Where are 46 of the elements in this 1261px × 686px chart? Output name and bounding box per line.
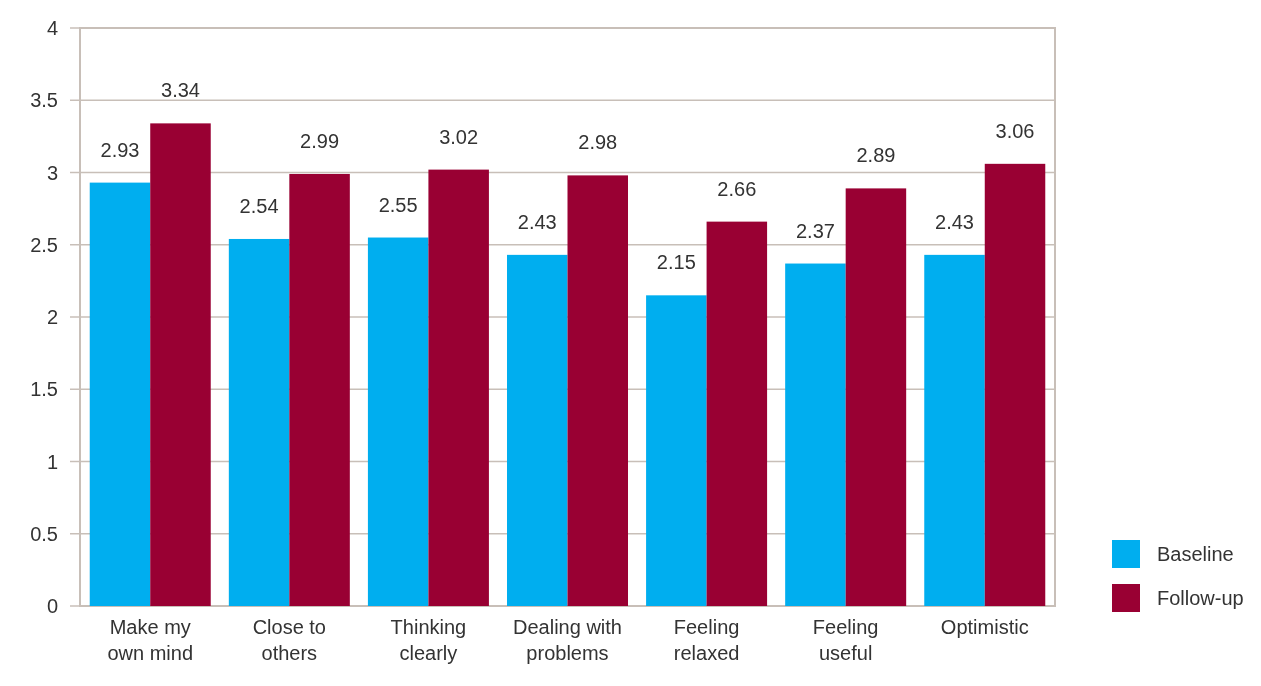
x-tick-label: Optimistic [940,616,1029,638]
data-label: 2.89 [856,144,896,167]
bar [924,254,985,606]
bar [89,182,151,606]
legend-label: Follow-up [1157,587,1244,609]
bar [289,173,350,606]
bar [367,237,429,606]
x-tick-label: Feeling relaxed [673,616,740,664]
x-tick-label: Feeling useful [812,616,879,664]
data-label: 2.99 [300,129,340,152]
bar [228,238,290,606]
data-label: 2.37 [795,219,835,242]
x-tick-label: Close to others [252,616,327,664]
legend-label: Baseline [1157,543,1234,565]
y-tick-label: 3.5 [30,89,58,112]
y-tick-label: 2.5 [30,233,58,256]
data-label: 2.43 [935,210,974,233]
data-label: 2.15 [656,251,696,274]
bar [845,188,907,606]
y-tick-label: 1 [46,450,58,473]
bar [706,221,768,606]
bar [507,254,568,606]
bar [428,169,489,606]
data-label: 2.98 [578,131,618,154]
data-label: 2.54 [239,194,279,217]
x-tick-label: Make my own mind [107,616,194,664]
y-tick-label: 1.5 [30,378,58,401]
y-tick-label: 4 [46,17,58,39]
y-tick-label: 3 [46,161,58,184]
data-label: 2.93 [100,138,140,161]
data-label: 3.06 [995,119,1035,142]
bar [785,263,846,606]
x-tick-label: Thinking clearly [390,616,467,664]
bar [567,175,628,606]
y-tick-label: 2 [46,306,58,328]
data-label: 3.34 [161,79,200,102]
data-label: 2.55 [378,193,418,216]
y-tick-label: 0.5 [30,522,58,545]
data-label: 2.66 [717,177,757,200]
data-label: 3.02 [439,125,479,148]
x-tick-label: Dealing with problems [513,616,622,664]
bar [150,123,211,606]
bar [984,163,1046,606]
data-label: 2.43 [517,210,557,233]
y-tick-label: 0 [46,595,58,617]
bar [646,295,707,606]
